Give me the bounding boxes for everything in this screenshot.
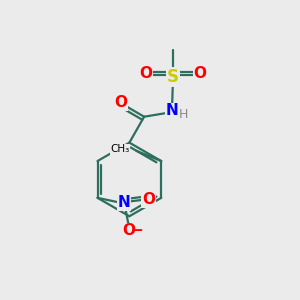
Text: O: O	[194, 66, 207, 81]
Text: −: −	[131, 223, 144, 238]
Text: O: O	[122, 223, 136, 238]
Text: N: N	[166, 103, 178, 118]
Text: O: O	[140, 66, 152, 81]
Text: H: H	[178, 108, 188, 121]
Text: O: O	[114, 95, 127, 110]
Text: O: O	[142, 192, 155, 207]
Text: N: N	[118, 195, 130, 210]
Text: CH₃: CH₃	[110, 144, 130, 154]
Text: S: S	[167, 68, 179, 86]
